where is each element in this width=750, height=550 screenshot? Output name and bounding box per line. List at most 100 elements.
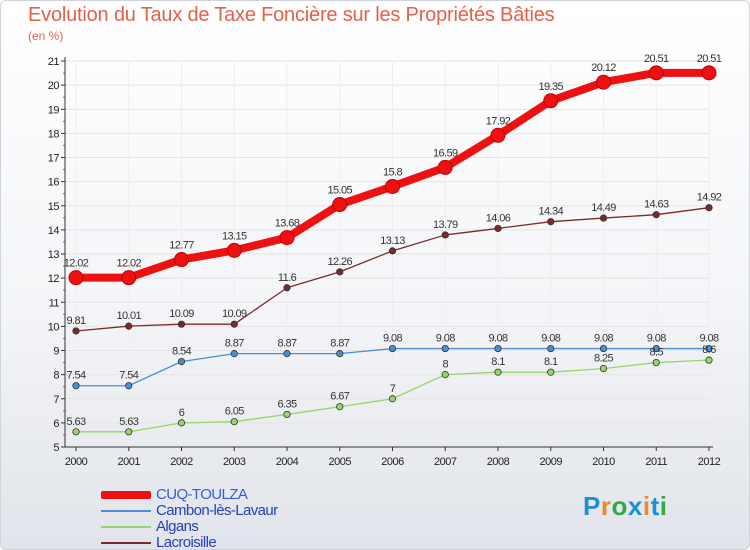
y-tick-label: 18 (48, 128, 60, 140)
x-tick-label: 2002 (170, 456, 193, 468)
series-points (68, 65, 717, 436)
x-tick-label: 2005 (329, 456, 352, 468)
data-point-cuq-toulza (121, 270, 137, 286)
data-label-lacroisille: 14.49 (591, 202, 616, 214)
data-point-cambon-l-s-lavaur (599, 344, 608, 353)
data-point-algans (230, 418, 238, 426)
legend-swatch-lacroisille (101, 542, 151, 544)
data-label-algans: 8.25 (594, 353, 613, 365)
data-point-cuq-toulza (648, 65, 664, 81)
data-label-cambon-l-s-lavaur: 9.08 (436, 333, 455, 345)
data-point-cuq-toulza (279, 230, 295, 246)
y-tick-label: 8 (53, 370, 59, 382)
data-label-algans: 8.1 (544, 356, 558, 368)
logo-letter: o (611, 491, 628, 521)
data-point-algans (652, 358, 660, 367)
data-point-cuq-toulza (226, 242, 242, 258)
x-tick-label: 2008 (487, 456, 510, 468)
data-point-algans (388, 395, 397, 403)
data-label-algans: 8.5 (650, 347, 664, 359)
data-point-algans (547, 368, 555, 376)
y-tick-label: 21 (48, 56, 60, 68)
data-point-cambon-l-s-lavaur (336, 350, 344, 358)
y-tick-label: 14 (48, 225, 60, 237)
data-label-cambon-l-s-lavaur: 7.54 (119, 370, 138, 382)
data-point-lacroisille (547, 218, 555, 226)
data-point-cuq-toulza (385, 178, 400, 194)
data-point-lacroisille (652, 211, 660, 219)
data-point-cuq-toulza (174, 252, 189, 268)
data-label-cuq-toulza: 15.8 (383, 166, 402, 178)
y-tick-label: 9 (53, 346, 59, 358)
y-tick-label: 15 (48, 201, 60, 213)
y-tick-label: 17 (48, 153, 60, 165)
data-label-algans: 6.05 (225, 406, 244, 418)
data-label-lacroisille: 10.01 (116, 310, 141, 322)
data-label-cuq-toulza: 12.02 (64, 258, 89, 270)
data-point-lacroisille (177, 320, 186, 328)
legend-label-cuq-toulza: CUQ-TOULZA (156, 486, 248, 503)
logo-letter: t (650, 491, 660, 521)
data-point-lacroisille (705, 204, 713, 212)
logo-letter: i (642, 491, 651, 521)
chart-title: Evolution du Taux de Taxe Foncière sur l… (28, 4, 555, 26)
data-label-cuq-toulza: 19.35 (538, 81, 563, 93)
data-point-cuq-toulza (490, 127, 506, 143)
data-label-cambon-l-s-lavaur: 9.08 (647, 333, 666, 345)
data-point-cambon-l-s-lavaur (72, 382, 80, 390)
data-label-cambon-l-s-lavaur: 8.87 (330, 338, 349, 350)
legend-label-cambon-l-s-lavaur: Cambon-lès-Lavaur (156, 502, 278, 519)
data-label-algans: 8.1 (491, 356, 505, 368)
data-point-lacroisille (230, 320, 238, 328)
y-tick-label: 13 (48, 249, 60, 261)
data-point-cambon-l-s-lavaur (652, 344, 660, 353)
legend-item-lacroisille: Lacroisille (101, 534, 278, 550)
y-tick-label: 11 (49, 297, 60, 309)
data-point-cambon-l-s-lavaur (230, 350, 238, 358)
data-point-cuq-toulza (596, 74, 611, 90)
data-point-algans (283, 410, 291, 419)
data-label-lacroisille: 9.81 (66, 315, 85, 327)
data-label-algans: 5.63 (66, 416, 85, 428)
x-tick-label: 2003 (223, 456, 246, 468)
legend-item-cambon-l-s-lavaur: Cambon-lès-Lavaur (101, 503, 278, 519)
x-tick-label: 2011 (645, 456, 667, 468)
x-tick-label: 2009 (540, 456, 563, 468)
data-point-algans (177, 419, 186, 427)
logo-letter: x (627, 491, 643, 521)
data-label-lacroisille: 13.13 (380, 235, 405, 247)
data-labels: 7.54 7.54 8.54 8.87 8.87 8.87 9.08 9.08 9.08 9.08… (64, 53, 723, 428)
data-label-cambon-l-s-lavaur: 7.54 (66, 370, 85, 382)
data-point-lacroisille (441, 231, 449, 239)
legend-item-algans: Algans (101, 519, 278, 535)
data-label-cambon-l-s-lavaur: 9.08 (383, 333, 402, 345)
data-label-lacroisille: 14.63 (644, 199, 669, 211)
data-label-algans: 6 (179, 407, 185, 419)
legend-swatch-cuq-toulza (101, 491, 151, 499)
y-tick-label: 5 (53, 442, 59, 454)
y-tick-label: 12 (48, 273, 60, 285)
y-tick-label: 7 (53, 394, 59, 406)
data-point-cuq-toulza (332, 197, 348, 213)
data-label-algans: 7 (390, 383, 396, 395)
legend-label-lacroisille: Lacroisille (156, 534, 217, 550)
logo-letter: r (600, 491, 612, 521)
data-point-lacroisille (599, 214, 608, 222)
data-label-algans: 5.63 (119, 416, 138, 428)
data-point-lacroisille (388, 247, 397, 255)
data-point-cambon-l-s-lavaur (494, 344, 502, 353)
data-label-lacroisille: 10.09 (169, 308, 194, 320)
legend-label-algans: Algans (156, 518, 199, 535)
data-point-lacroisille (125, 322, 133, 330)
data-label-cuq-toulza: 20.51 (697, 53, 722, 65)
data-point-cambon-l-s-lavaur (547, 344, 555, 353)
data-point-cambon-l-s-lavaur (388, 344, 397, 353)
data-label-cambon-l-s-lavaur: 9.08 (699, 333, 718, 345)
data-label-cambon-l-s-lavaur: 8.87 (225, 338, 244, 350)
data-label-cuq-toulza: 20.12 (591, 62, 616, 74)
data-label-lacroisille: 13.79 (433, 219, 458, 231)
x-tick-label: 2000 (65, 456, 88, 468)
unit-label: (en %) (28, 29, 64, 43)
data-label-cuq-toulza: 12.02 (116, 258, 141, 270)
